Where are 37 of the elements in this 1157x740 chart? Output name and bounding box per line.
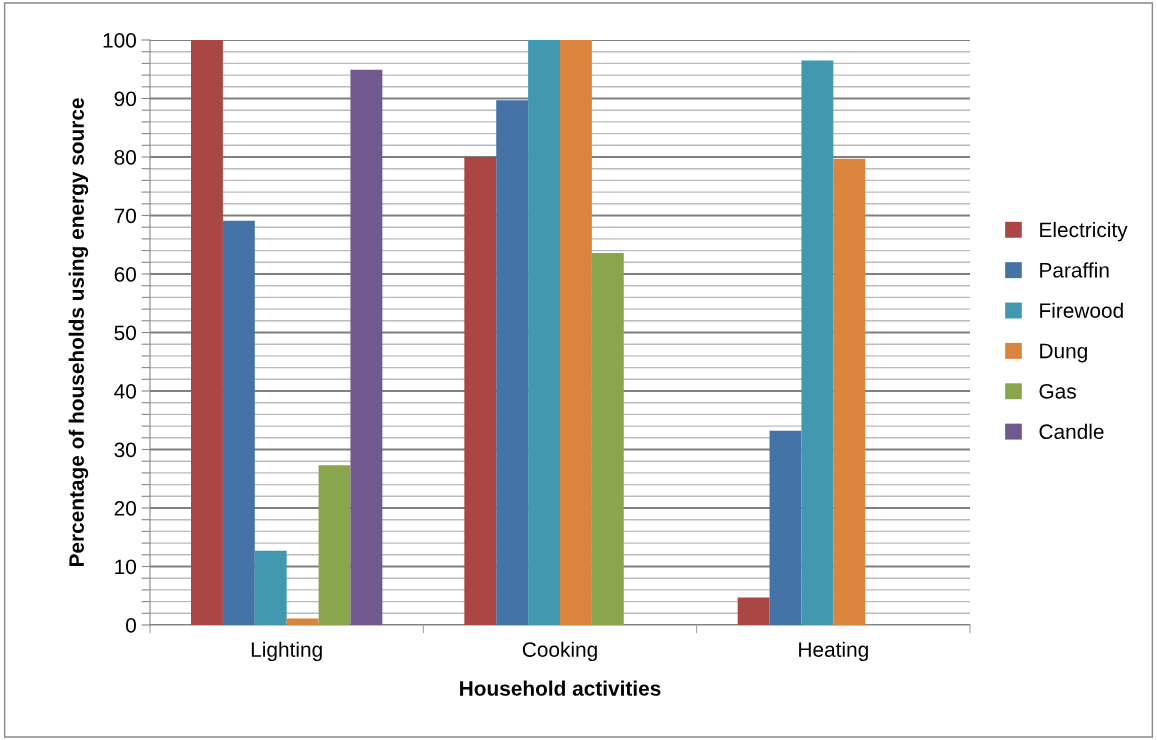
bar [350,69,383,625]
y-tick-label: 100 [103,33,136,48]
x-tick-label: Cooking [522,641,597,662]
bar [528,40,560,625]
y-tick-label: 60 [114,267,136,282]
bar [318,465,351,625]
bar [496,100,529,625]
legend-label: Paraffin [1040,262,1109,278]
bar [769,430,802,625]
y-axis-title: Percentage of households using energy source [68,98,89,567]
y-tick-label: 40 [114,384,136,399]
legend-label: Firewood [1040,302,1123,318]
bar [222,220,255,625]
legend-label: Gas [1039,383,1076,399]
y-tick-label: 80 [114,150,136,165]
bar [464,157,497,625]
legend-label: Dung [1040,343,1087,363]
x-tick-label: Lighting [251,641,322,662]
y-tick-label: 70 [114,208,136,224]
bar [737,597,770,625]
y-tick-label: 90 [114,91,136,107]
bar [591,252,624,625]
x-axis-title: Household activities [460,680,661,696]
legend-label: Candle [1039,423,1104,440]
y-tick-label: 50 [114,325,136,341]
y-tick-label: 0 [126,618,136,633]
bar [560,40,592,625]
bar [286,618,319,625]
y-tick-label: 20 [114,501,136,516]
y-tick-label: 10 [115,559,136,575]
legend-label: Electricity [1040,221,1128,242]
x-tick-label: Heating [799,641,868,662]
y-tick-label: 30 [114,442,136,458]
bar [801,60,834,625]
bar [254,550,287,625]
bar [833,158,866,625]
bar [191,40,223,625]
